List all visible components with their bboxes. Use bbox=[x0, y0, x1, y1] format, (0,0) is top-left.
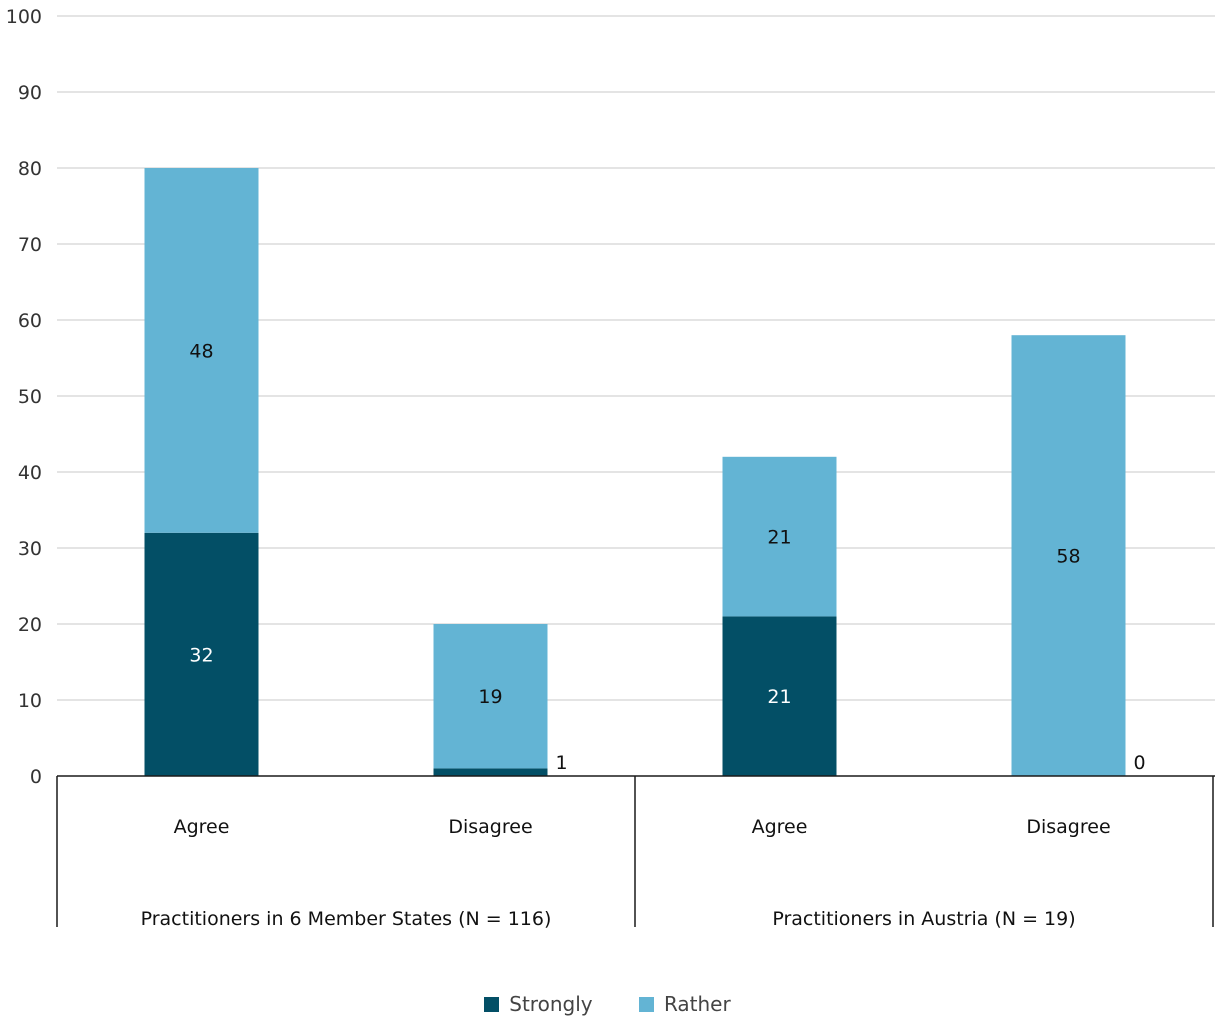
bar-rather bbox=[722, 456, 837, 617]
x-category-label: Agree bbox=[752, 816, 808, 838]
bar-rather bbox=[1011, 335, 1126, 776]
legend-swatch-rather bbox=[638, 996, 654, 1012]
y-tick-label: 40 bbox=[18, 462, 42, 484]
y-tick-label: 50 bbox=[18, 386, 42, 408]
data-labels: 32 48 1 19 21 21 0 58 bbox=[189, 340, 1145, 774]
bar-strongly bbox=[433, 768, 548, 776]
legend-label-strongly: Strongly bbox=[509, 992, 593, 1016]
bar-rather bbox=[433, 624, 548, 769]
y-axis-tick-labels: 0 10 20 30 40 50 60 70 80 90 100 bbox=[6, 6, 42, 788]
bar-strongly bbox=[722, 616, 837, 776]
data-label: 21 bbox=[767, 527, 791, 549]
bar-strongly bbox=[144, 532, 259, 776]
bar-rather bbox=[144, 168, 259, 533]
legend: Strongly Rather bbox=[0, 992, 1215, 1017]
y-tick-label: 80 bbox=[18, 158, 42, 180]
x-category-label: Disagree bbox=[1026, 816, 1110, 838]
data-label: 0 bbox=[1134, 752, 1146, 774]
legend-item-rather: Rather bbox=[638, 992, 731, 1016]
y-tick-label: 60 bbox=[18, 310, 42, 332]
y-tick-label: 10 bbox=[18, 690, 42, 712]
legend-item-strongly: Strongly bbox=[484, 992, 593, 1016]
y-tick-label: 30 bbox=[18, 538, 42, 560]
x-group-label: Practitioners in Austria (N = 19) bbox=[772, 908, 1075, 930]
data-label: 21 bbox=[767, 686, 791, 708]
y-tick-label: 70 bbox=[18, 234, 42, 256]
y-tick-label: 100 bbox=[6, 6, 42, 28]
x-axis: Agree Disagree Agree Disagree Practitioners … bbox=[56, 775, 1215, 930]
data-label: 58 bbox=[1056, 546, 1080, 568]
data-label: 1 bbox=[556, 752, 568, 774]
y-tick-label: 90 bbox=[18, 82, 42, 104]
y-tick-label: 0 bbox=[30, 766, 42, 788]
data-label: 48 bbox=[189, 340, 213, 362]
bar-chart: 0 10 20 30 40 50 60 70 80 90 100 32 48 1 19 21 21 0 58 Ag… bbox=[6, 6, 1215, 930]
data-label: 19 bbox=[478, 686, 502, 708]
x-group-label: Practitioners in 6 Member States (N = 11… bbox=[141, 908, 552, 930]
y-tick-label: 20 bbox=[18, 614, 42, 636]
x-category-label: Disagree bbox=[448, 816, 532, 838]
bars bbox=[144, 168, 1126, 776]
legend-label-rather: Rather bbox=[663, 992, 731, 1016]
x-category-label: Agree bbox=[174, 816, 230, 838]
data-label: 32 bbox=[189, 644, 213, 666]
legend-swatch-strongly bbox=[484, 996, 500, 1012]
